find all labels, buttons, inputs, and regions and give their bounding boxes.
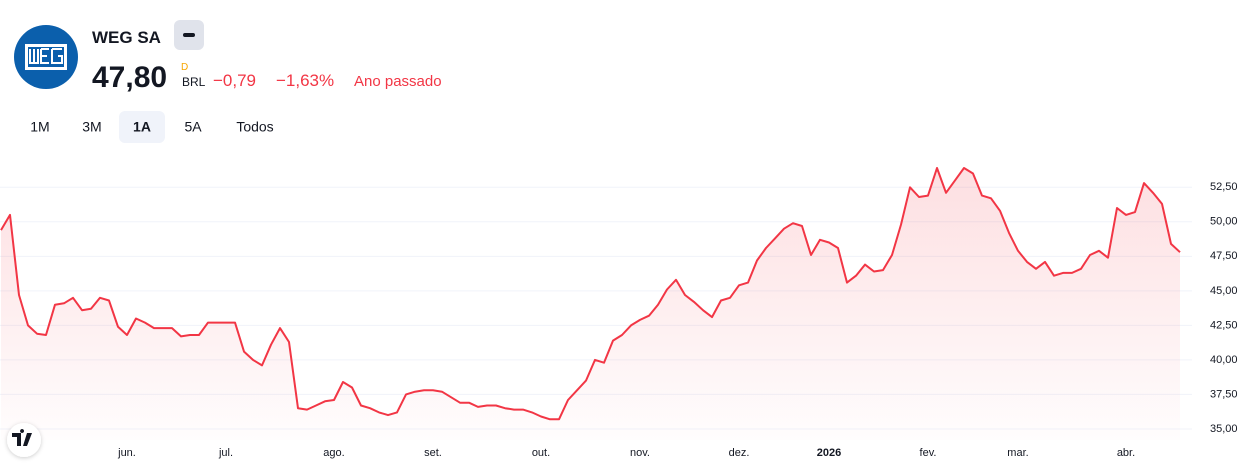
tradingview-logo[interactable]: [7, 423, 41, 457]
y-tick-label: 52,50: [1210, 181, 1238, 193]
range-button[interactable]: 1A: [133, 119, 151, 135]
x-tick-label: fev.: [920, 447, 937, 459]
y-tick-label: 45,00: [1210, 285, 1238, 297]
range-button[interactable]: 5A: [184, 119, 202, 135]
period: Ano passado: [354, 73, 442, 90]
x-tick-label: jun.: [117, 447, 136, 459]
x-tick-label: set.: [424, 447, 442, 459]
symbol-name: WEG SA: [92, 28, 161, 47]
x-tick-label: out.: [532, 447, 550, 459]
plot: 35,00 37,50 40,00 42,50 45,00 47,50 50,00 52,50…: [0, 167, 1238, 459]
logo: [14, 25, 78, 89]
x-tick-label: 2026: [817, 447, 841, 459]
x-tick-label: jul.: [218, 447, 233, 459]
y-tick-label: 42,50: [1210, 319, 1238, 331]
range-selected-bg: [119, 111, 165, 143]
price-line: [0, 167, 1181, 421]
x-tick-label: dez.: [729, 447, 750, 459]
price-flag: D: [181, 62, 188, 73]
x-tick-label: nov.: [630, 447, 650, 459]
currency: BRL: [182, 75, 206, 89]
y-tick-label: 37,50: [1210, 388, 1238, 400]
x-tick-label: abr.: [1117, 447, 1135, 459]
y-tick-label: 50,00: [1210, 216, 1238, 228]
change-percent: −1,63%: [276, 71, 334, 90]
range-button[interactable]: 3M: [82, 119, 101, 135]
area: [1, 168, 1180, 440]
y-tick-label: 40,00: [1210, 354, 1238, 366]
change: −0,79: [213, 71, 256, 90]
range-button[interactable]: 1M: [30, 119, 49, 135]
collapse-button[interactable]: [174, 20, 204, 50]
price: 47,80: [92, 61, 167, 94]
y-tick-label: 47,50: [1210, 250, 1238, 262]
x-tick-label: mar.: [1007, 447, 1028, 459]
x-tick-label: ago.: [323, 447, 344, 459]
range-button[interactable]: Todos: [236, 119, 273, 135]
y-tick-label: 35,00: [1210, 423, 1238, 435]
